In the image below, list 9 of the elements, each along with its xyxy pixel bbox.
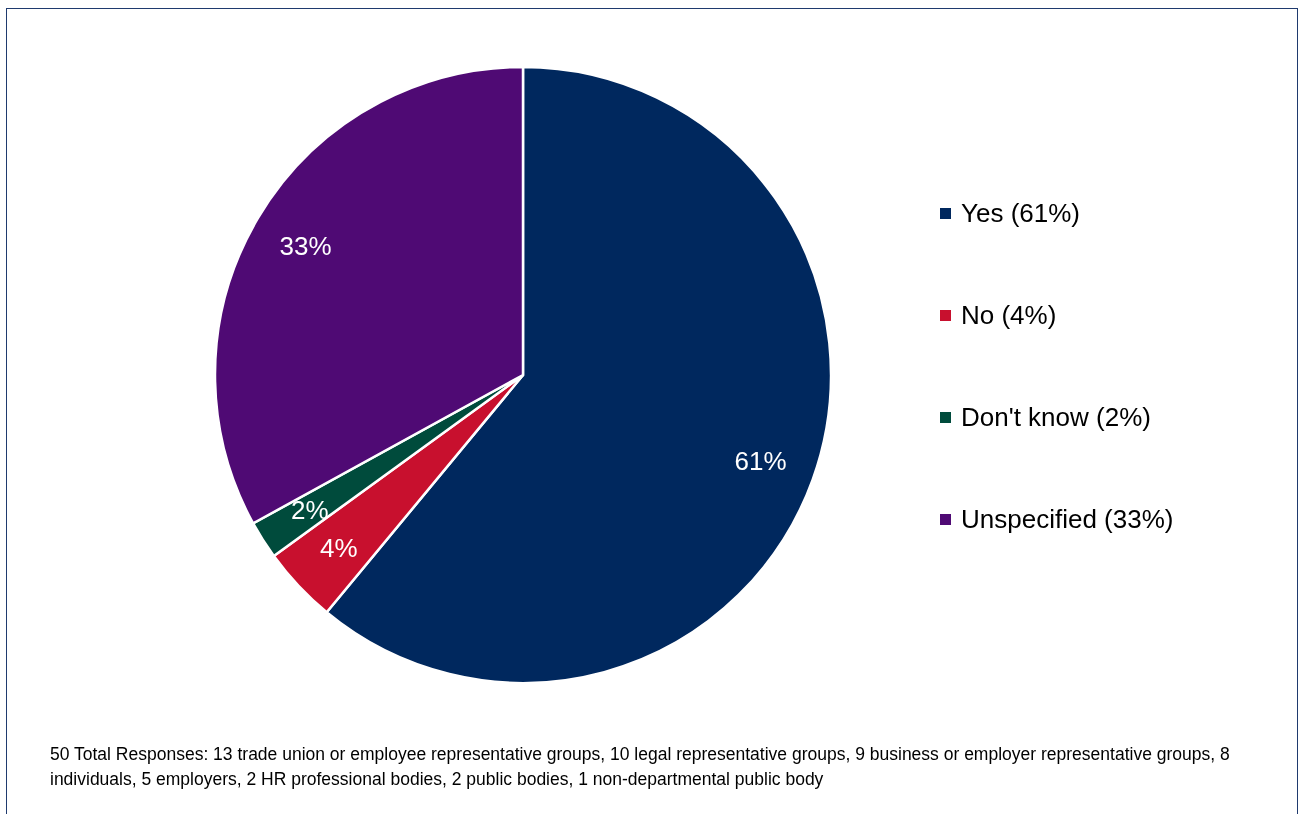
legend-label: Unspecified (33%) xyxy=(961,503,1174,535)
data-label: 33% xyxy=(279,231,332,262)
legend-label: Don't know (2%) xyxy=(961,401,1151,433)
data-label: 4% xyxy=(320,532,358,563)
text: 50 Total Responses: 13 trade union or employee representative groups, 10 legal representative groups, 9 business or employer representative groups, 8 individuals, 5 employers, 2 HR professional bodies, 2 public bodies, 1 non-departmental public body xyxy=(50,743,1231,791)
legend-label: No (4%) xyxy=(961,299,1057,331)
data-label: 2% xyxy=(290,495,329,526)
data-label: 61% xyxy=(734,445,787,476)
legend-label: Yes (61%) xyxy=(961,197,1080,229)
